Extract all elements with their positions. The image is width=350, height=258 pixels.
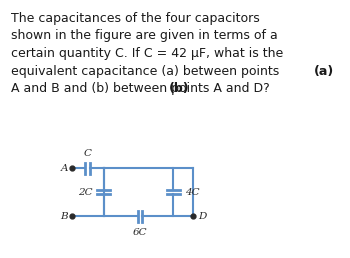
Text: C: C: [84, 149, 92, 158]
Text: (a): (a): [314, 64, 334, 78]
Text: The capacitances of the four capacitors: The capacitances of the four capacitors: [11, 12, 260, 25]
Text: A and B and (b) between points A and D?: A and B and (b) between points A and D?: [11, 82, 270, 95]
Text: shown in the figure are given in terms of a: shown in the figure are given in terms o…: [11, 29, 278, 42]
Text: certain quantity C. If C = 42 μF, what is the: certain quantity C. If C = 42 μF, what i…: [11, 47, 283, 60]
Text: 2C: 2C: [78, 188, 93, 197]
Text: A: A: [60, 164, 68, 173]
Text: (b): (b): [169, 82, 190, 95]
Text: 6C: 6C: [132, 228, 147, 237]
Text: 4C: 4C: [184, 188, 199, 197]
Text: B: B: [60, 212, 68, 221]
Text: D: D: [198, 212, 206, 221]
Text: equivalent capacitance (a) between points: equivalent capacitance (a) between point…: [11, 64, 279, 78]
